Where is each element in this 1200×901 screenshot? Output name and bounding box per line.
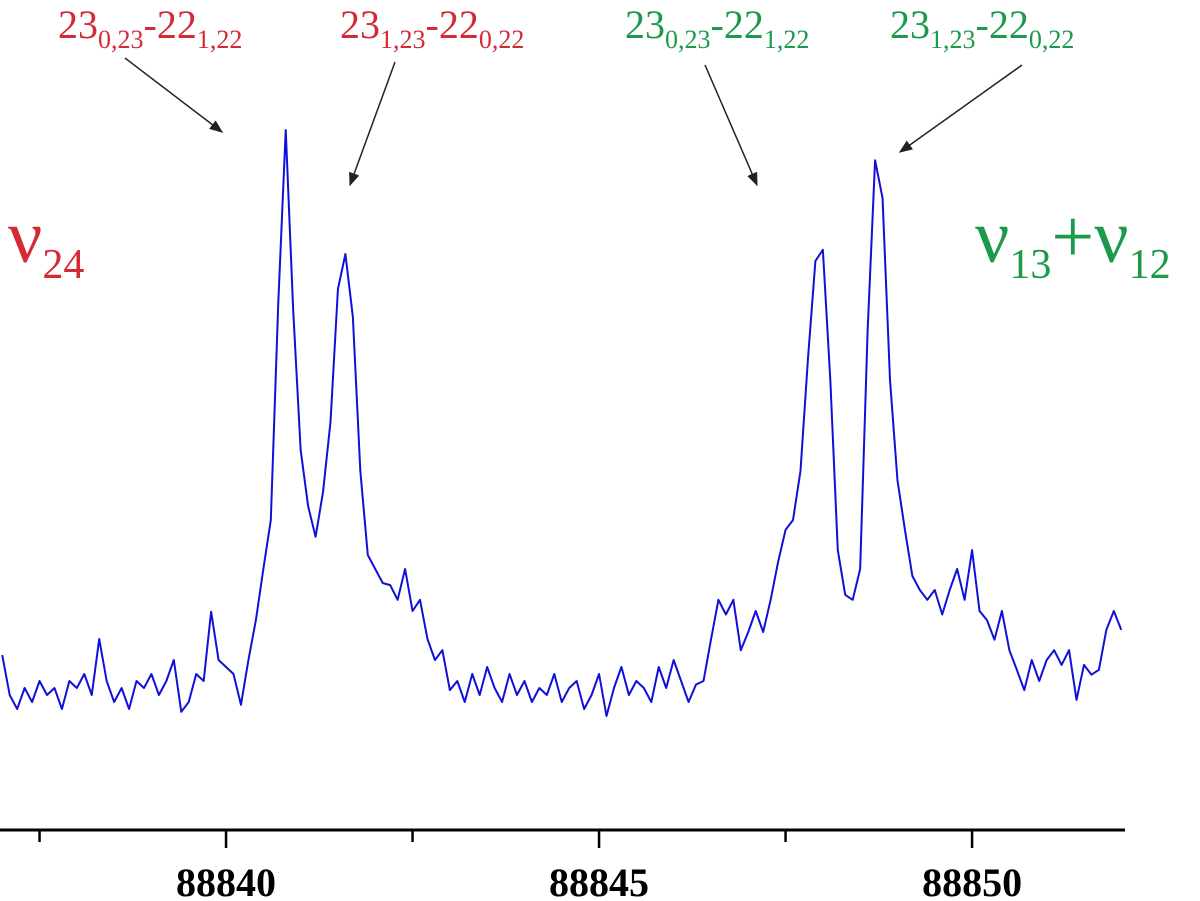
annotation-main: 23 [625, 2, 665, 47]
band-label-main: ν [8, 195, 42, 279]
annotation-sub: 1,22 [764, 25, 810, 54]
annotation: 230,23-221,22 [625, 2, 809, 54]
annotation-sub: 1,23 [930, 25, 976, 54]
band-label-sub: 12 [1129, 242, 1171, 288]
annotation-sub: 1,22 [197, 25, 243, 54]
annotation-main: -22 [426, 2, 479, 47]
band-label: ν13+ν12 [975, 195, 1171, 288]
annotation-sub: 0,22 [479, 25, 525, 54]
annotation-sub: 0,22 [1029, 25, 1075, 54]
spectrum-line [1, 129, 1123, 717]
annotation: 230,23-221,22 [58, 2, 242, 54]
band-label: ν24 [8, 195, 84, 288]
annotation-sub: 1,23 [380, 25, 426, 54]
band-label-main: +ν [1051, 195, 1128, 279]
annotation-arrow [349, 61, 396, 187]
x-tick-label: 88850 [922, 860, 1022, 901]
x-tick-label: 88840 [176, 860, 276, 901]
annotation: 231,23-220,22 [340, 2, 524, 54]
annotation-main: 23 [340, 2, 380, 47]
annotation-arrow [898, 64, 1023, 153]
annotation-sub: 0,23 [665, 25, 711, 54]
band-label-sub: 13 [1009, 242, 1051, 288]
annotation: 231,23-220,22 [890, 2, 1074, 54]
annotation-arrow [704, 64, 758, 187]
annotation-main: -22 [976, 2, 1029, 47]
annotation-arrow [124, 57, 224, 133]
band-label-main: ν [975, 195, 1009, 279]
band-label-sub: 24 [42, 242, 84, 288]
annotation-sub: 0,23 [98, 25, 144, 54]
x-tick-label: 88845 [549, 860, 649, 901]
annotation-main: -22 [144, 2, 197, 47]
annotation-main: 23 [58, 2, 98, 47]
annotation-main: 23 [890, 2, 930, 47]
annotation-main: -22 [711, 2, 764, 47]
